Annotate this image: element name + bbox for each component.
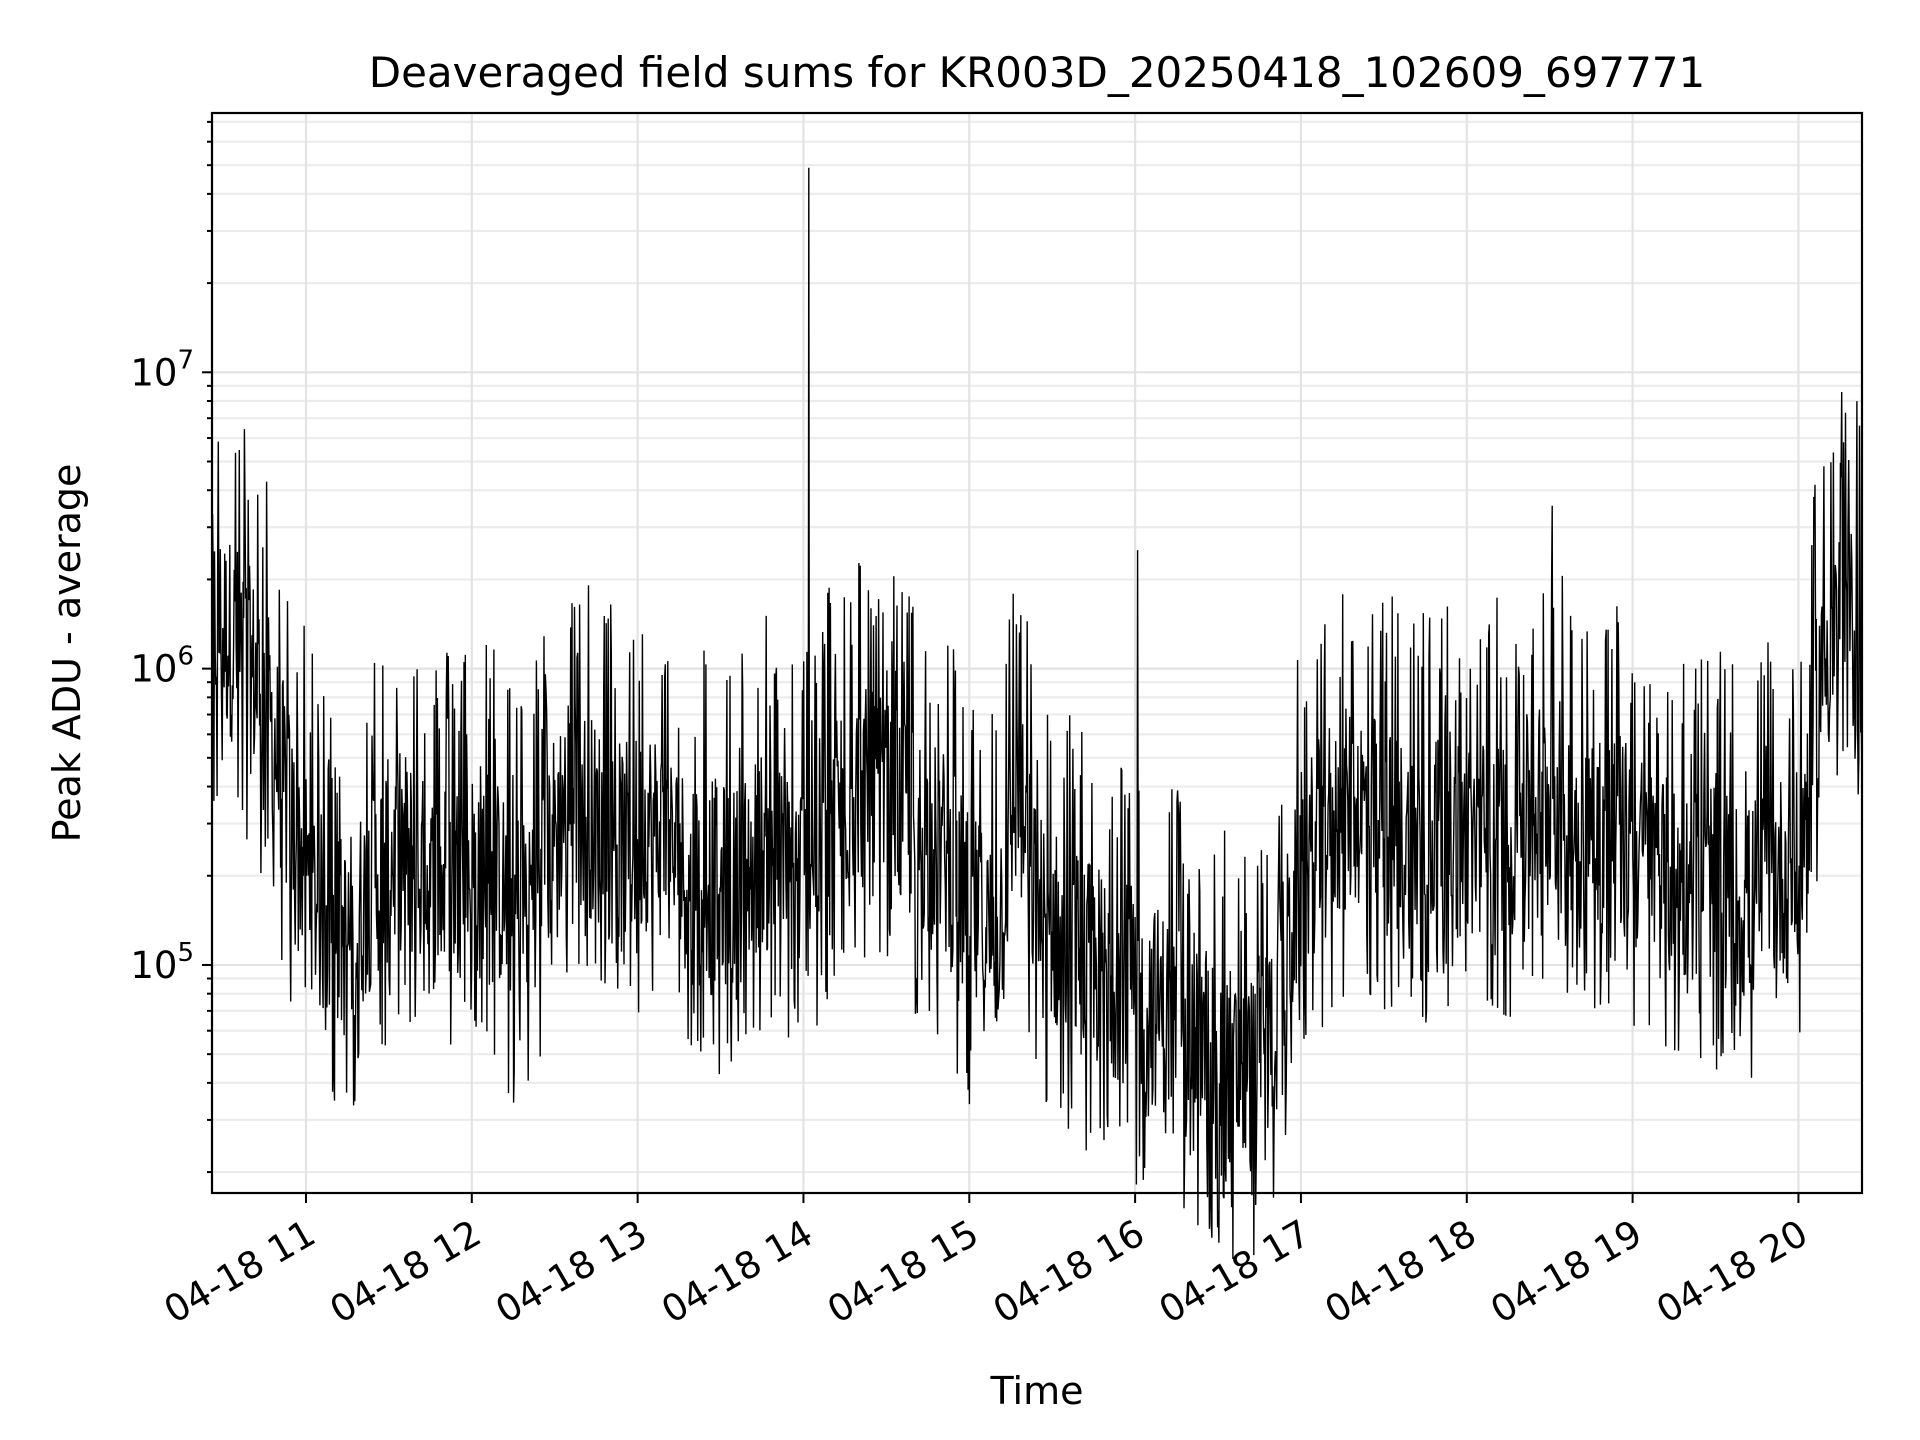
x-tick-label: 04-18 20 — [1649, 1212, 1815, 1332]
plot-frame — [210, 111, 1864, 1195]
x-tick-label: 04-18 12 — [323, 1212, 489, 1332]
x-tick-label: 04-18 13 — [489, 1212, 655, 1332]
series-layer — [211, 167, 1863, 1260]
y-tick-exponent: 7 — [177, 345, 194, 375]
y-tick-exponent: 5 — [177, 938, 194, 968]
grid — [212, 113, 1862, 1193]
y-tick-exponent: 6 — [177, 642, 194, 672]
y-tick-label: 105 — [130, 938, 194, 987]
x-tick-label: 04-18 17 — [1152, 1212, 1318, 1332]
chart-title: Deaveraged field sums for KR003D_2025041… — [369, 48, 1706, 97]
x-tick-label: 04-18 16 — [986, 1212, 1152, 1332]
y-tick-label: 106 — [130, 642, 194, 691]
series-line — [211, 167, 1863, 1260]
x-tick-label: 04-18 11 — [157, 1212, 323, 1332]
y-axis-label: Peak ADU - average — [45, 464, 89, 843]
x-tick-label: 04-18 19 — [1484, 1212, 1650, 1332]
x-tick-label: 04-18 18 — [1318, 1212, 1484, 1332]
y-tick-label: 107 — [130, 345, 194, 394]
x-tick-label: 04-18 15 — [820, 1212, 986, 1332]
x-axis-label: Time — [990, 1369, 1084, 1413]
x-tick-label: 04-18 14 — [654, 1212, 820, 1332]
